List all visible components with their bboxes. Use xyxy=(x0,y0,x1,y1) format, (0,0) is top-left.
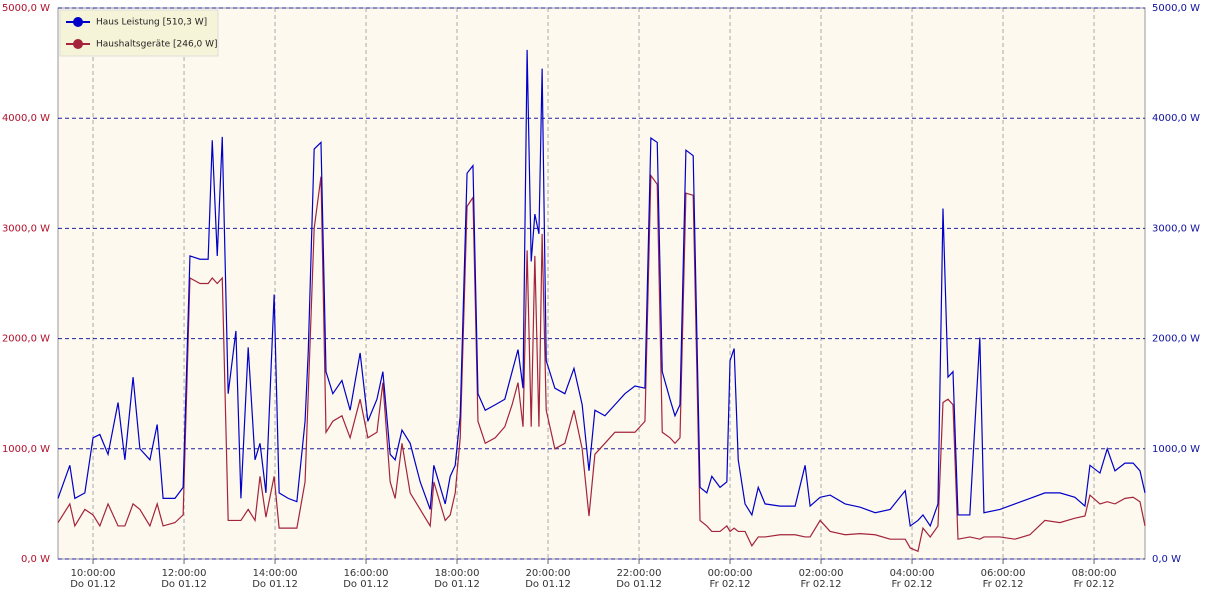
x-tick-label: 02:00:00 xyxy=(799,568,844,579)
x-tick-label: 06:00:00 xyxy=(981,568,1026,579)
x-tick-label: 22:00:00 xyxy=(617,568,662,579)
x-tick-date: Do 01.12 xyxy=(434,579,480,590)
y2-tick-label: 2000,0 W xyxy=(1152,334,1200,345)
x-tick-date: Do 01.12 xyxy=(252,579,298,590)
x-tick-date: Do 01.12 xyxy=(525,579,571,590)
x-tick-label: 04:00:00 xyxy=(890,568,935,579)
y-tick-label: 1000,0 W xyxy=(2,444,50,455)
x-tick-date: Fr 02.12 xyxy=(892,579,933,590)
y2-tick-label: 5000,0 W xyxy=(1152,3,1200,14)
y2-tick-label: 0,0 W xyxy=(1152,554,1181,565)
y-tick-label: 5000,0 W xyxy=(2,3,50,14)
y-tick-label: 2000,0 W xyxy=(2,334,50,345)
x-tick-label: 18:00:00 xyxy=(435,568,480,579)
x-tick-date: Fr 02.12 xyxy=(801,579,842,590)
x-tick-label: 16:00:00 xyxy=(344,568,389,579)
y2-tick-label: 4000,0 W xyxy=(1152,113,1200,124)
x-tick-date: Fr 02.12 xyxy=(710,579,751,590)
plot-area xyxy=(57,7,1146,560)
x-tick-label: 00:00:00 xyxy=(708,568,753,579)
y2-tick-label: 3000,0 W xyxy=(1152,223,1200,234)
legend-label: Haushaltsgeräte [246,0 W] xyxy=(96,40,218,50)
x-tick-label: 20:00:00 xyxy=(526,568,571,579)
y-tick-label: 4000,0 W xyxy=(2,113,50,124)
x-tick-date: Do 01.12 xyxy=(616,579,662,590)
x-tick-date: Fr 02.12 xyxy=(1074,579,1115,590)
x-tick-label: 14:00:00 xyxy=(253,568,298,579)
legend-label: Haus Leistung [510,3 W] xyxy=(96,18,207,28)
x-tick-label: 08:00:00 xyxy=(1072,568,1117,579)
y-tick-label: 3000,0 W xyxy=(2,223,50,234)
x-tick-label: 10:00:00 xyxy=(71,568,116,579)
y-tick-label: 0,0 W xyxy=(21,554,50,565)
x-tick-date: Do 01.12 xyxy=(161,579,207,590)
legend-marker xyxy=(73,17,83,27)
series-line xyxy=(57,49,1146,528)
x-tick-label: 12:00:00 xyxy=(162,568,207,579)
y2-tick-label: 1000,0 W xyxy=(1152,444,1200,455)
x-tick-date: Do 01.12 xyxy=(70,579,116,590)
series-line xyxy=(57,173,1146,553)
x-tick-date: Do 01.12 xyxy=(343,579,389,590)
legend-box xyxy=(59,9,219,57)
legend-marker xyxy=(73,39,83,49)
x-tick-date: Fr 02.12 xyxy=(983,579,1024,590)
